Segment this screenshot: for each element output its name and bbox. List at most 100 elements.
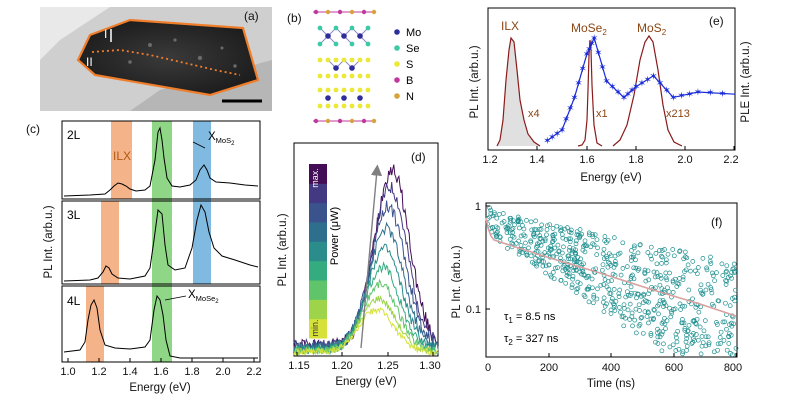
d-xtick-3: 1.25 (377, 360, 398, 372)
decay-point (733, 345, 739, 351)
decay-point (567, 245, 573, 250)
decay-point (574, 286, 580, 292)
decay-point (685, 328, 691, 333)
decay-point (532, 227, 537, 232)
panel-a-label: (a) (244, 9, 259, 23)
decay-point (588, 244, 594, 250)
panel-f: (f) τ1 = 8.5 ns τ2 = 327 ns 0 200 400 60… (451, 201, 742, 390)
decay-point (694, 271, 700, 277)
decay-point (526, 245, 531, 251)
decay-point (648, 333, 654, 338)
ple-star-marker: ✶ (649, 71, 657, 82)
decay-point (518, 219, 524, 225)
panel-b: (b) (287, 9, 421, 124)
decay-point (651, 269, 657, 275)
substrate-light (40, 7, 110, 60)
decay-point (539, 259, 545, 264)
decay-point (676, 346, 682, 352)
decay-point (611, 301, 616, 307)
decay-point (690, 296, 695, 302)
f-ytick-1: 1 (475, 201, 481, 213)
decay-point (636, 266, 642, 272)
ple-star-marker: ✶ (602, 77, 610, 88)
decay-point (627, 293, 633, 298)
hbn-top-layer (313, 9, 377, 15)
colorbar-title: Power (μW) (329, 207, 341, 265)
decay-point (521, 226, 527, 232)
decay-point (706, 340, 712, 346)
decay-point (616, 291, 622, 297)
decay-point (574, 232, 580, 238)
frame-2l (61, 120, 261, 200)
decay-point (536, 258, 542, 263)
panel-b-label: (b) (287, 11, 302, 25)
ple-star-marker: ✶ (608, 82, 616, 93)
decay-point (643, 278, 649, 284)
ple-star-marker: ✶ (677, 91, 685, 102)
decay-point (565, 225, 570, 230)
decay-point (662, 315, 667, 321)
decay-point (645, 309, 651, 315)
decay-point (599, 267, 605, 273)
decay-point (547, 222, 553, 228)
decay-point (560, 268, 566, 274)
decay-point (540, 263, 546, 269)
atom-legend: Mo Se S B N (394, 27, 421, 103)
e-x4-label: x4 (528, 108, 540, 120)
decay-point (533, 261, 539, 267)
decay-point (634, 295, 639, 301)
decay-point (638, 315, 644, 321)
decay-point (555, 242, 561, 248)
decay-point (507, 215, 513, 221)
decay-point (550, 232, 556, 238)
decay-point (566, 274, 572, 280)
ple-star-marker: ✶ (583, 50, 591, 61)
decay-point (727, 303, 733, 309)
decay-point (590, 285, 595, 291)
decay-point (667, 270, 672, 276)
xmos2-label: XMoS2 (208, 131, 235, 147)
decay-point (627, 301, 633, 307)
decay-point (559, 232, 565, 237)
decay-point (699, 334, 705, 339)
spectrum-4l (63, 294, 258, 359)
decay-point (555, 265, 560, 270)
decay-point (600, 262, 606, 268)
decay-point (573, 250, 578, 256)
decay-point (533, 218, 539, 224)
f-xlabel: Time (ns) (587, 378, 635, 390)
power-spectrum-p3 (294, 278, 439, 357)
decay-point (529, 259, 535, 265)
decay-point (623, 315, 628, 321)
decay-point (543, 270, 548, 276)
decay-point (726, 334, 732, 340)
colorbar-segment (309, 299, 327, 320)
colorbar-segment (309, 280, 327, 300)
spectrum-2l (63, 126, 259, 197)
decay-point (663, 257, 669, 263)
decay-point (679, 320, 685, 326)
decay-point (494, 215, 500, 221)
ple-star-marker: ✶ (548, 133, 556, 144)
c-xtick-2: 1.2 (91, 366, 106, 378)
decay-point (649, 256, 654, 262)
c-xticks (67, 358, 255, 362)
decay-point (591, 300, 596, 306)
decay-point (712, 278, 717, 284)
decay-point (507, 236, 513, 242)
decay-point (590, 234, 596, 240)
decay-point (681, 256, 687, 262)
decay-point (661, 304, 666, 309)
decay-point (574, 229, 580, 235)
decay-point (637, 242, 643, 248)
decay-point (696, 309, 702, 315)
colorbar-segment (309, 222, 327, 242)
decay-point (595, 286, 600, 292)
decay-point (681, 320, 687, 326)
colorbar-segment (309, 164, 327, 184)
f-ticks (485, 205, 737, 357)
decay-point (581, 292, 587, 298)
decay-point (698, 287, 703, 293)
decay-point (523, 240, 528, 246)
ple-star-marker: ✶ (562, 115, 570, 126)
